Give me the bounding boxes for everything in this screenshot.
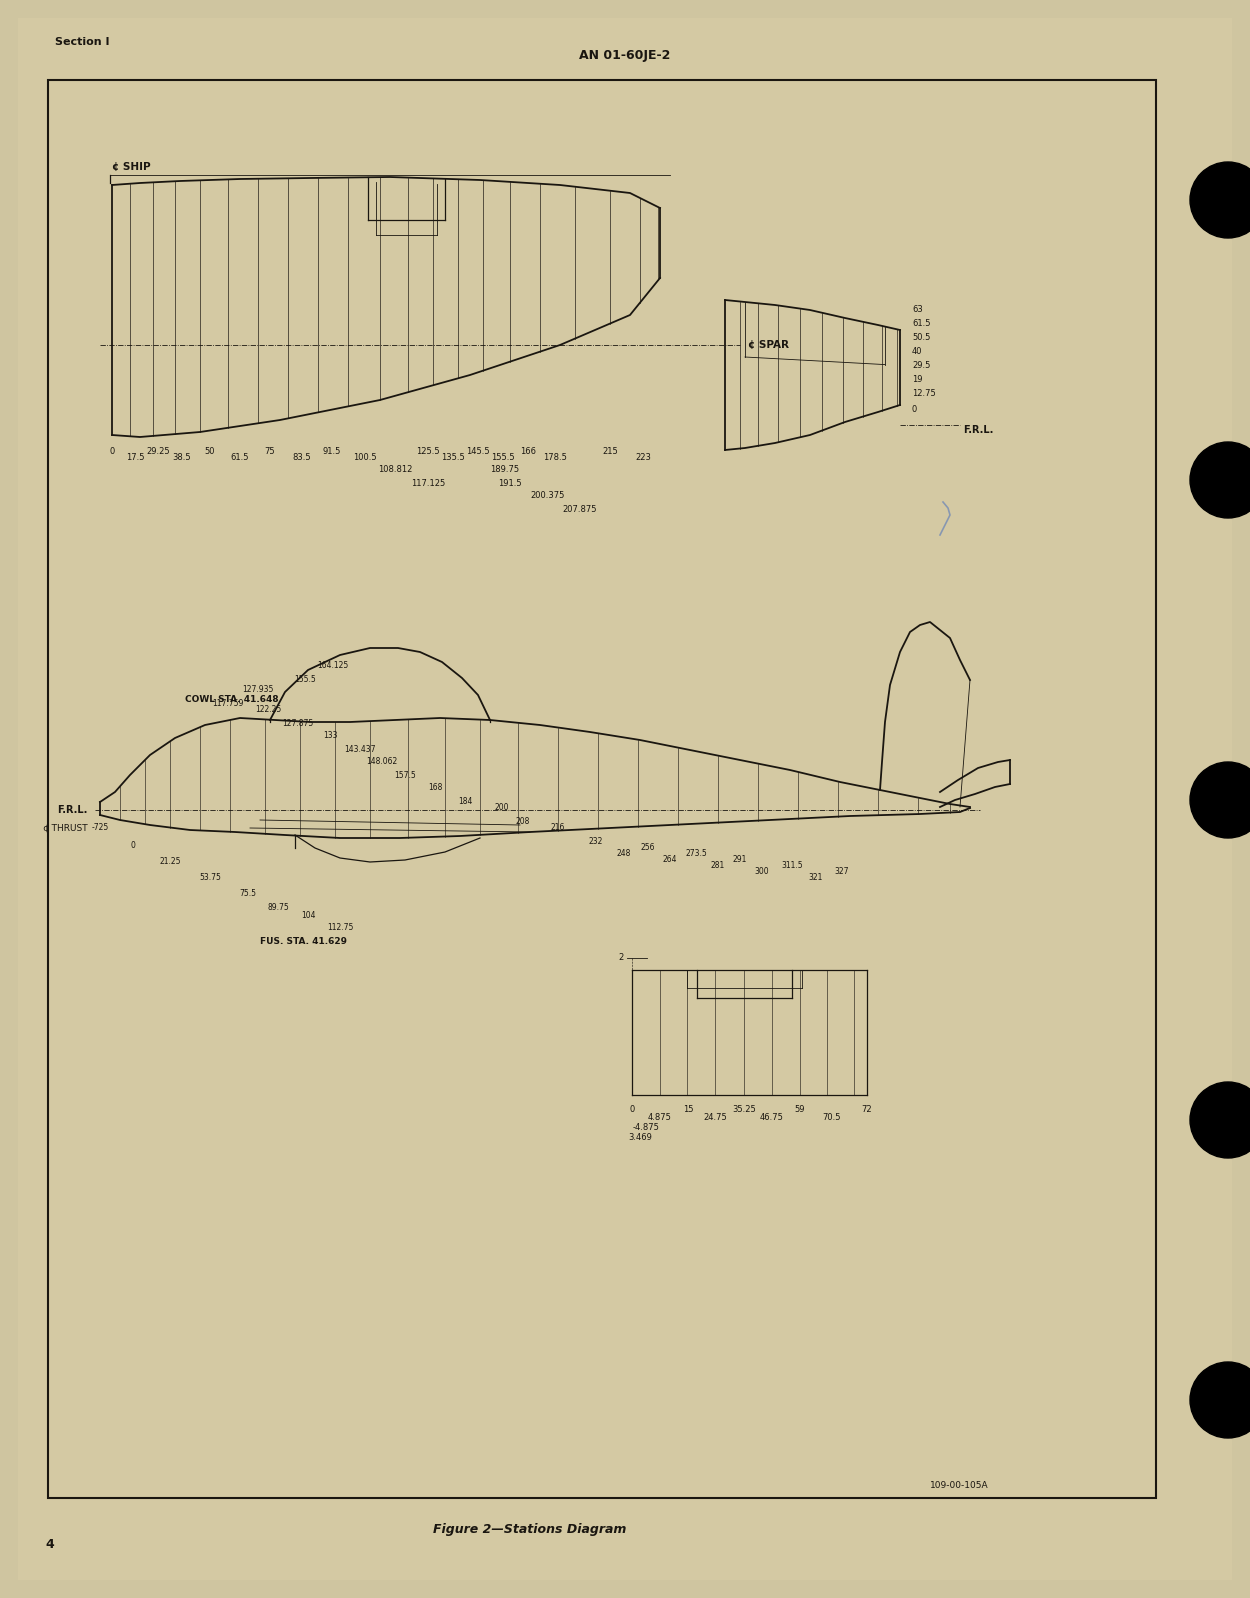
- Text: 15: 15: [682, 1104, 694, 1114]
- Text: 155.5: 155.5: [491, 452, 515, 462]
- Text: F.R.L.: F.R.L.: [962, 425, 994, 435]
- Text: 127.875: 127.875: [282, 719, 314, 727]
- Circle shape: [1190, 1361, 1250, 1438]
- Text: 61.5: 61.5: [912, 320, 930, 329]
- Text: 75.5: 75.5: [240, 888, 256, 898]
- Text: 164.125: 164.125: [318, 662, 349, 671]
- Text: -725: -725: [91, 823, 109, 833]
- Circle shape: [1190, 1082, 1250, 1159]
- Text: 117.125: 117.125: [411, 478, 445, 487]
- Circle shape: [1190, 443, 1250, 518]
- Text: AN 01-60JE-2: AN 01-60JE-2: [579, 48, 671, 61]
- Text: 191.5: 191.5: [499, 478, 521, 487]
- Text: 40: 40: [912, 347, 922, 356]
- Text: 166: 166: [520, 447, 536, 457]
- Text: 2: 2: [619, 954, 624, 962]
- Text: 216: 216: [551, 823, 565, 833]
- Text: 127.935: 127.935: [242, 686, 274, 695]
- Text: 0: 0: [630, 1104, 635, 1114]
- Text: 248: 248: [616, 850, 631, 858]
- Text: 264: 264: [662, 855, 678, 865]
- Text: 311.5: 311.5: [781, 860, 802, 869]
- Text: 215: 215: [602, 447, 618, 457]
- Text: 24.75: 24.75: [703, 1112, 728, 1122]
- Text: 83.5: 83.5: [292, 452, 311, 462]
- Text: 29.25: 29.25: [146, 447, 170, 457]
- Text: 0: 0: [912, 406, 918, 414]
- Text: 12.75: 12.75: [912, 390, 936, 398]
- Text: 17.5: 17.5: [126, 452, 144, 462]
- Text: 168: 168: [428, 783, 442, 793]
- Circle shape: [1190, 762, 1250, 837]
- Circle shape: [1190, 161, 1250, 238]
- Text: 207.875: 207.875: [562, 505, 598, 513]
- Text: ¢ THRUST: ¢ THRUST: [44, 823, 88, 833]
- Text: 117.759: 117.759: [213, 698, 244, 708]
- Text: Figure 2—Stations Diagram: Figure 2—Stations Diagram: [434, 1523, 626, 1537]
- Text: 4.875: 4.875: [648, 1112, 672, 1122]
- Text: 19: 19: [912, 376, 922, 385]
- Text: 29.5: 29.5: [912, 361, 930, 371]
- Text: 4: 4: [45, 1539, 54, 1552]
- Text: 145.5: 145.5: [466, 447, 490, 457]
- Text: 200.375: 200.375: [531, 492, 565, 500]
- Text: 321: 321: [809, 874, 824, 882]
- Text: 184: 184: [458, 796, 472, 805]
- Text: 135.5: 135.5: [441, 452, 465, 462]
- Text: 223: 223: [635, 452, 651, 462]
- Text: 291: 291: [732, 855, 748, 863]
- Text: 59: 59: [795, 1104, 805, 1114]
- Text: 133: 133: [322, 732, 338, 740]
- Text: 125.5: 125.5: [416, 447, 440, 457]
- Text: 50: 50: [205, 447, 215, 457]
- Text: 273.5: 273.5: [685, 849, 707, 858]
- Text: 61.5: 61.5: [231, 452, 249, 462]
- Text: 327: 327: [835, 866, 849, 876]
- Text: 89.75: 89.75: [268, 903, 289, 912]
- Text: 0: 0: [110, 447, 115, 457]
- Text: 21.25: 21.25: [159, 858, 181, 866]
- Text: 148.062: 148.062: [366, 757, 398, 767]
- Text: 256: 256: [641, 842, 655, 852]
- Text: F.R.L.: F.R.L.: [58, 805, 88, 815]
- Bar: [48, 80, 1156, 1497]
- Text: 208: 208: [516, 817, 530, 826]
- Text: COWL STA. 41.648: COWL STA. 41.648: [185, 695, 279, 705]
- Text: 108.812: 108.812: [378, 465, 412, 475]
- Text: 53.75: 53.75: [199, 874, 221, 882]
- Text: 70.5: 70.5: [822, 1112, 841, 1122]
- Text: ¢ SPAR: ¢ SPAR: [748, 340, 789, 350]
- Text: 104: 104: [301, 911, 315, 919]
- Text: ¢ SHIP: ¢ SHIP: [112, 161, 151, 173]
- Text: 143.437: 143.437: [344, 745, 376, 754]
- Text: 63: 63: [912, 305, 922, 315]
- Text: 232: 232: [589, 836, 604, 845]
- Text: 122.25: 122.25: [255, 705, 281, 714]
- Text: 38.5: 38.5: [173, 452, 191, 462]
- Text: 189.75: 189.75: [490, 465, 520, 475]
- Text: 91.5: 91.5: [322, 447, 341, 457]
- Text: 72: 72: [861, 1104, 872, 1114]
- Text: 35.25: 35.25: [732, 1104, 756, 1114]
- Text: 112.75: 112.75: [326, 924, 354, 933]
- Text: 50.5: 50.5: [912, 334, 930, 342]
- Text: 300: 300: [755, 868, 769, 876]
- Text: 100.5: 100.5: [354, 452, 376, 462]
- Text: 46.75: 46.75: [760, 1112, 784, 1122]
- Text: FUS. STA. 41.629: FUS. STA. 41.629: [260, 938, 348, 946]
- Text: 109-00-105A: 109-00-105A: [930, 1480, 989, 1489]
- Text: -4.875: -4.875: [632, 1122, 660, 1131]
- Text: Section I: Section I: [55, 37, 110, 46]
- Text: 200: 200: [495, 804, 509, 812]
- Text: 281: 281: [711, 861, 725, 871]
- Text: 157.5: 157.5: [394, 770, 416, 780]
- Text: 155.5: 155.5: [294, 676, 316, 684]
- Text: 75: 75: [265, 447, 275, 457]
- Text: 178.5: 178.5: [542, 452, 568, 462]
- Text: 0: 0: [130, 841, 135, 850]
- Text: 3.469: 3.469: [628, 1133, 652, 1141]
